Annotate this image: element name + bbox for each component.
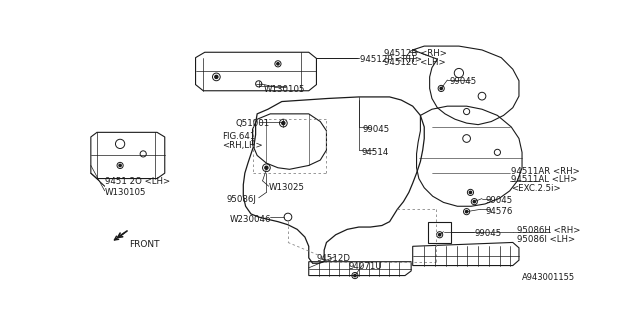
Text: W130105: W130105 bbox=[105, 188, 146, 197]
Text: 95086I <LH>: 95086I <LH> bbox=[516, 235, 575, 244]
Text: 99045: 99045 bbox=[486, 196, 513, 205]
Circle shape bbox=[440, 87, 442, 90]
Circle shape bbox=[276, 63, 279, 65]
Text: W13025: W13025 bbox=[269, 183, 305, 192]
Text: 94512C <LH>: 94512C <LH> bbox=[384, 58, 446, 67]
Circle shape bbox=[215, 75, 218, 78]
Text: 95086H <RH>: 95086H <RH> bbox=[516, 226, 580, 235]
Text: 99045: 99045 bbox=[474, 229, 502, 238]
Circle shape bbox=[119, 164, 121, 167]
Text: 94511AR <RH>: 94511AR <RH> bbox=[511, 167, 580, 176]
Circle shape bbox=[469, 191, 472, 194]
Text: Q51001: Q51001 bbox=[236, 119, 270, 128]
Text: 99045: 99045 bbox=[363, 124, 390, 134]
Circle shape bbox=[473, 201, 476, 203]
Text: 94511AL <LH>: 94511AL <LH> bbox=[511, 175, 577, 184]
Circle shape bbox=[282, 122, 285, 124]
Circle shape bbox=[438, 234, 441, 236]
Text: 94512D: 94512D bbox=[316, 254, 351, 263]
Text: 9451 2O <LH>: 9451 2O <LH> bbox=[105, 177, 170, 186]
Circle shape bbox=[265, 166, 268, 169]
Text: 99045: 99045 bbox=[450, 77, 477, 86]
Text: 94071U: 94071U bbox=[348, 262, 382, 271]
Circle shape bbox=[465, 211, 468, 213]
Text: W230046: W230046 bbox=[230, 215, 272, 224]
Text: 94512B <RH>: 94512B <RH> bbox=[384, 49, 447, 58]
Text: 94512P <RH>: 94512P <RH> bbox=[360, 55, 422, 64]
Text: 94514: 94514 bbox=[361, 148, 388, 157]
Text: FRONT: FRONT bbox=[129, 240, 160, 249]
Text: <EXC.2.5i>: <EXC.2.5i> bbox=[511, 184, 561, 193]
Text: W130105: W130105 bbox=[263, 84, 305, 93]
Text: 95086J: 95086J bbox=[227, 196, 256, 204]
Text: A943001155: A943001155 bbox=[522, 273, 575, 282]
Text: 94576: 94576 bbox=[486, 207, 513, 216]
Text: FIG.641: FIG.641 bbox=[223, 132, 256, 141]
Circle shape bbox=[354, 275, 356, 277]
Text: <RH,LH>: <RH,LH> bbox=[223, 141, 263, 150]
